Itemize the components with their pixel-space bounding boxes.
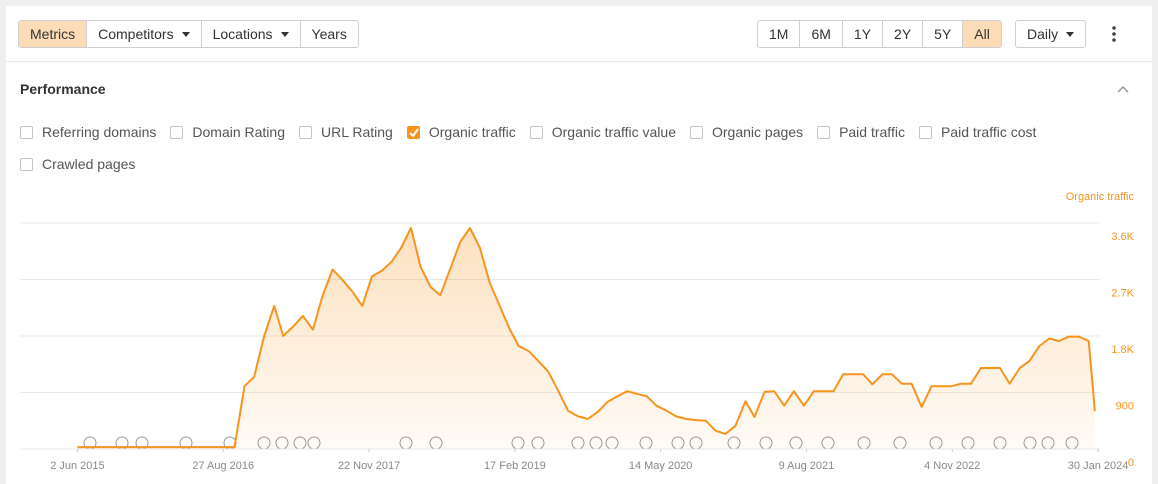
x-tick-label: 22 Nov 2017 xyxy=(338,460,400,472)
interval-select[interactable]: Daily xyxy=(1016,21,1085,47)
tab-button[interactable]: Locations xyxy=(200,21,300,47)
checkbox-label: Organic traffic xyxy=(428,124,516,140)
range-button[interactable]: 5Y xyxy=(922,21,962,47)
metric-checkbox[interactable]: URL Rating xyxy=(299,123,393,141)
tab-button[interactable]: Competitors xyxy=(86,21,200,47)
metric-checkbox[interactable]: Domain Rating xyxy=(170,123,285,141)
checkbox-label: Referring domains xyxy=(42,124,157,140)
y-tick-label: 2.7K xyxy=(1111,288,1134,300)
range-button[interactable]: 2Y xyxy=(882,21,922,47)
checkbox xyxy=(406,125,420,139)
x-tick-label: 30 Jan 2024 xyxy=(1068,460,1129,472)
dropdown-arrow xyxy=(1066,31,1075,37)
checkbox-label: Paid traffic cost xyxy=(940,124,1037,140)
metric-checkbox[interactable]: Organic traffic value xyxy=(529,123,676,141)
metric-checkbox[interactable]: Paid traffic cost xyxy=(918,123,1037,141)
checkbox xyxy=(170,125,184,139)
x-tick-label: 27 Aug 2016 xyxy=(192,460,254,472)
y-tick-label: 1.8K xyxy=(1111,344,1134,356)
checkbox xyxy=(918,125,932,139)
x-tick-label: 14 May 2020 xyxy=(629,460,693,472)
tab-button[interactable]: Years xyxy=(299,21,358,47)
area-fill xyxy=(77,228,1095,449)
dropdown-arrow xyxy=(181,31,190,37)
range-button[interactable]: 6M xyxy=(799,21,841,47)
dropdown-arrow xyxy=(280,31,289,37)
x-tick-label: 4 Nov 2022 xyxy=(924,460,980,472)
tab-label: Metrics xyxy=(30,26,76,42)
metric-checkbox[interactable]: Organic traffic xyxy=(406,123,516,141)
chart: Organic traffic 0 900 1.8K 2.7K 3.6K 2 Jun 20… xyxy=(20,191,1135,472)
checkbox xyxy=(690,125,703,139)
checkbox-label: Organic pages xyxy=(712,124,804,140)
x-tick-label: 17 Feb 2019 xyxy=(484,460,546,472)
traffic-line xyxy=(77,227,1096,449)
range-button[interactable]: 1Y xyxy=(841,21,882,47)
checkbox xyxy=(299,125,312,139)
metric-checkbox[interactable]: Organic pages xyxy=(690,123,803,141)
card: Metrics Competitors Locations Years 1M 6M 1Y 2… xyxy=(6,6,1152,484)
checkbox-label: URL Rating xyxy=(321,124,393,140)
range-group: 1M 6M 1Y 2Y 5Y All xyxy=(757,20,1002,48)
y-tick-label: 900 xyxy=(1116,401,1134,413)
range-button[interactable]: All xyxy=(962,21,1001,47)
tab-button[interactable]: Metrics xyxy=(19,21,87,47)
checkbox-label: Organic traffic value xyxy=(551,124,676,140)
metric-checkbox[interactable]: Paid traffic xyxy=(817,123,905,141)
interval-group: Daily xyxy=(1015,20,1087,48)
y-axis-title: Organic traffic xyxy=(1066,191,1135,203)
range-button[interactable]: 1M xyxy=(769,26,789,42)
metric-checkbox[interactable]: Referring domains xyxy=(20,123,156,141)
more-menu[interactable] xyxy=(1106,24,1122,44)
y-tick-label: 3.6K xyxy=(1111,231,1134,243)
checkbox xyxy=(20,125,33,139)
metric-checkbox[interactable]: Crawled pages xyxy=(20,155,135,173)
checkbox-label: Crawled pages xyxy=(42,156,136,172)
checkbox xyxy=(20,157,33,171)
divider xyxy=(6,61,1152,62)
y-tick-label: 0 xyxy=(1128,457,1134,469)
x-tick-label: 9 Aug 2021 xyxy=(779,460,835,472)
checkbox xyxy=(817,125,831,139)
checkbox-label: Domain Rating xyxy=(192,124,285,140)
metric-checkboxes: Referring domains Domain Rating URL Rating… xyxy=(20,123,1130,173)
checkbox-label: Paid traffic xyxy=(839,124,905,140)
x-tick-label: 2 Jun 2015 xyxy=(50,460,104,472)
tab-label: Years xyxy=(311,26,347,42)
tab-label: Locations xyxy=(212,26,273,42)
section-title: Performance xyxy=(20,81,106,97)
tab-label: Competitors xyxy=(98,26,174,42)
checkbox xyxy=(529,125,543,139)
tab-group: Metrics Competitors Locations Years xyxy=(18,20,359,48)
interval-label: Daily xyxy=(1027,26,1059,42)
collapse-chevron[interactable] xyxy=(1116,84,1130,94)
